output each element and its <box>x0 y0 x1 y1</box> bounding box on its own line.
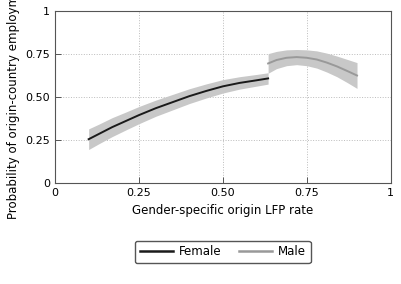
Legend: Female, Male: Female, Male <box>135 241 311 263</box>
X-axis label: Gender-specific origin LFP rate: Gender-specific origin LFP rate <box>132 204 314 216</box>
Y-axis label: Probability of origin-country employment: Probability of origin-country employment <box>7 0 20 219</box>
